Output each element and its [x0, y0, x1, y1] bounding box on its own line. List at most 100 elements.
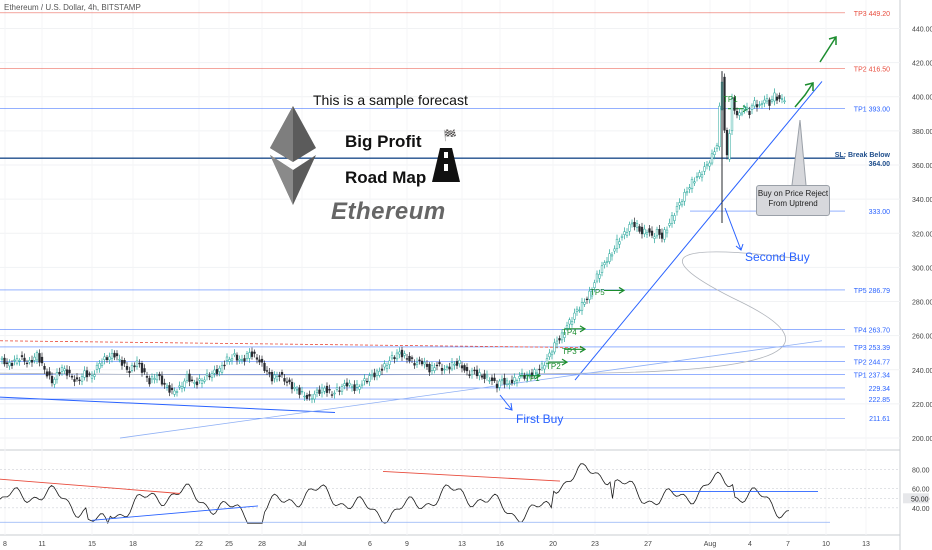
x-tick-label: 23 — [591, 541, 599, 548]
candle-body — [648, 228, 651, 233]
candle-body — [195, 381, 199, 386]
candle-body — [250, 351, 254, 357]
candle-body — [543, 365, 546, 370]
candle-body — [245, 353, 249, 359]
candle-body — [223, 364, 226, 367]
candle-body — [608, 253, 611, 262]
candle-body — [773, 92, 776, 102]
candle-body — [68, 369, 71, 374]
candle-body — [203, 379, 206, 382]
candle-body — [578, 309, 581, 312]
candle-body — [488, 380, 491, 382]
rsi-support-line — [91, 505, 259, 521]
candle-body — [240, 359, 244, 361]
price-level-label: TP1 237.34 — [854, 372, 890, 379]
candle-body — [25, 362, 29, 365]
candle-body — [780, 98, 784, 100]
price-level-label: TP2 244.77 — [854, 360, 890, 367]
candle-body — [415, 361, 419, 365]
price-level-label: TP2 416.50 — [854, 67, 890, 74]
candle-body — [625, 232, 629, 236]
candle-body — [688, 187, 691, 190]
candle-body — [698, 172, 701, 177]
x-tick-label: 15 — [88, 541, 96, 548]
candle-body — [715, 145, 719, 149]
candle-body — [433, 367, 436, 371]
lower-channel-line — [0, 396, 336, 413]
candle-body — [35, 352, 39, 361]
candle-body — [8, 362, 11, 367]
candle-body — [53, 379, 56, 385]
candle-body — [13, 359, 16, 362]
candle-body — [215, 369, 219, 374]
candle-body — [553, 342, 556, 353]
candle-body — [300, 390, 304, 393]
candle-body — [375, 370, 379, 376]
rsi-resistance-line — [382, 471, 561, 482]
candle-body — [20, 355, 24, 357]
forecast-text: This is a sample forecast — [313, 92, 468, 108]
x-tick-label: Aug — [704, 541, 717, 548]
candle-body — [183, 380, 186, 388]
candle-body — [393, 357, 396, 360]
candle-body — [645, 232, 649, 235]
candle-body — [103, 356, 106, 361]
candle-body — [353, 384, 356, 391]
candle-body — [115, 353, 119, 357]
candle-body — [303, 395, 306, 398]
candle-body — [418, 359, 421, 361]
x-tick-label: 8 — [3, 541, 7, 548]
candle-body — [385, 365, 389, 369]
tp-tag-5: TP5 — [590, 288, 605, 297]
candle-body — [83, 370, 86, 378]
candle-body — [613, 248, 616, 252]
candle-body — [710, 153, 714, 164]
rsi-tick-label: 60.00 — [912, 487, 930, 494]
candle-body — [690, 179, 694, 190]
candle-body — [410, 357, 414, 359]
candle-body — [70, 375, 74, 378]
rsi-tick-label: 80.00 — [912, 468, 930, 475]
candle-body — [585, 298, 589, 301]
candle-body — [318, 389, 321, 394]
candle-body — [158, 373, 161, 377]
candle-body — [425, 363, 429, 367]
candle-body — [588, 290, 591, 300]
candle-body — [775, 96, 779, 101]
candle-body — [218, 367, 221, 372]
candle-body — [78, 379, 81, 382]
candle-body — [395, 352, 399, 360]
candle-body — [3, 357, 6, 365]
x-tick-label: 7 — [786, 541, 790, 548]
candle-body — [745, 106, 749, 110]
candle-body — [675, 206, 679, 213]
candle-body — [260, 358, 264, 363]
candle-body — [523, 375, 526, 379]
candle-body — [500, 379, 504, 382]
road-map-text: Road Map — [345, 168, 427, 187]
candle-body — [335, 387, 339, 390]
x-tick-label: 22 — [195, 541, 203, 548]
candle-body — [338, 390, 341, 392]
candle-body — [765, 98, 769, 102]
candle-body — [470, 370, 474, 375]
candle-body — [175, 391, 179, 393]
candle-body — [605, 260, 609, 263]
big-profit-text: Big Profit — [345, 132, 422, 151]
long-average-line — [119, 340, 823, 439]
candle-body — [700, 174, 704, 178]
tp-tag-3: TP3 — [562, 347, 577, 356]
candle-body — [633, 221, 636, 228]
candle-body — [520, 372, 524, 375]
candle-body — [458, 359, 461, 365]
candle-body — [590, 291, 594, 297]
candle-body — [180, 386, 184, 389]
candle-body — [95, 364, 99, 370]
candle-body — [753, 100, 756, 107]
candle-body — [310, 398, 314, 400]
candle-body — [243, 358, 246, 362]
candle-body — [630, 222, 634, 225]
candle-body — [658, 229, 661, 235]
candle-body — [73, 379, 76, 382]
